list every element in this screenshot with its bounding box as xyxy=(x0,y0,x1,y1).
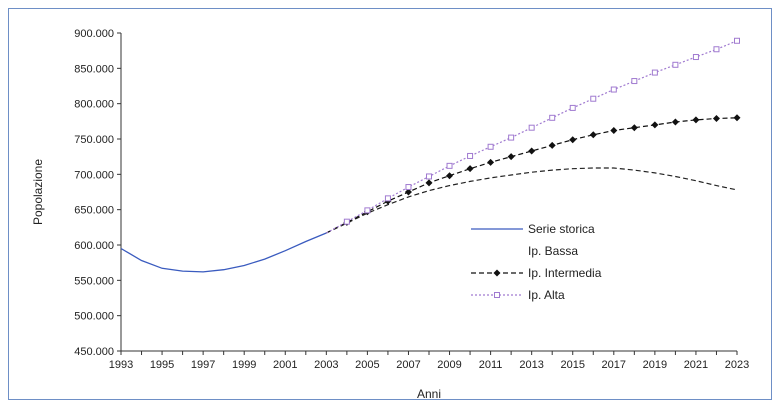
x-axis-title: Anni xyxy=(417,387,441,401)
data-point-marker xyxy=(651,69,658,76)
y-tick-label: 800.000 xyxy=(74,99,114,111)
x-tick-label: 2023 xyxy=(725,359,749,371)
data-point-marker xyxy=(589,131,597,139)
y-tick-label: 700.000 xyxy=(74,169,114,181)
series-layer xyxy=(120,37,741,273)
data-point-marker xyxy=(466,165,474,173)
data-point-marker xyxy=(713,46,720,53)
data-point-marker xyxy=(426,173,432,180)
x-tick-label: 1995 xyxy=(150,359,174,371)
data-point-marker xyxy=(692,116,700,124)
x-tick-label: 2017 xyxy=(602,359,626,371)
series-ip-intermedia xyxy=(326,114,741,234)
data-point-marker xyxy=(610,127,618,135)
data-point-marker xyxy=(569,104,576,111)
data-point-marker xyxy=(549,114,556,121)
x-tick-label: 2009 xyxy=(437,359,461,371)
x-tick-label: 2001 xyxy=(273,359,297,371)
data-point-marker xyxy=(446,162,453,169)
x-tick-label: 2019 xyxy=(643,359,667,371)
data-point-marker xyxy=(425,179,433,187)
axes xyxy=(120,33,737,352)
legend-item: Serie storica xyxy=(471,222,595,236)
data-point-marker xyxy=(692,54,699,61)
chart-frame xyxy=(8,8,772,400)
data-point-marker xyxy=(487,158,495,166)
data-point-marker xyxy=(384,195,391,202)
series-line xyxy=(326,167,738,234)
data-point-marker xyxy=(494,292,500,298)
series-line xyxy=(120,232,327,273)
x-tick-label: 2005 xyxy=(355,359,379,371)
y-tick-label: 500.000 xyxy=(74,311,114,323)
legend-label: Ip. Intermedia xyxy=(528,266,602,280)
legend-item: Ip. Alta xyxy=(471,288,565,302)
y-tick-label: 600.000 xyxy=(74,240,114,252)
x-tick-label: 1997 xyxy=(191,359,215,371)
x-tick-label: 2015 xyxy=(560,359,584,371)
x-tick-label: 1993 xyxy=(109,359,133,371)
data-point-marker xyxy=(610,86,617,93)
data-point-marker xyxy=(467,152,474,159)
y-tick-label: 550.000 xyxy=(74,275,114,287)
data-point-marker xyxy=(487,143,494,150)
legend-label: Ip. Bassa xyxy=(528,244,578,258)
x-tick-label: 2013 xyxy=(519,359,543,371)
data-point-marker xyxy=(569,136,577,144)
x-tick-label: 2007 xyxy=(396,359,420,371)
data-point-marker xyxy=(528,147,536,155)
x-axis-ticks: 1993 1995 1997 1999 2001 2003 2005 2007 2009 2011… xyxy=(109,351,749,371)
legend: Serie storica Ip. Bassa Ip. Intermedia Ip. … xyxy=(471,222,602,302)
data-point-marker xyxy=(508,134,515,141)
data-point-marker xyxy=(651,121,659,129)
x-tick-label: 2011 xyxy=(479,359,503,371)
data-point-marker xyxy=(631,78,638,85)
data-point-marker xyxy=(343,218,350,225)
y-tick-label: 850.000 xyxy=(74,63,114,75)
y-tick-label: 650.000 xyxy=(74,205,114,217)
series-ip-bassa xyxy=(326,167,738,234)
series-ip-alta xyxy=(326,37,740,234)
data-point-marker xyxy=(590,95,597,102)
x-tick-label: 2003 xyxy=(314,359,338,371)
series-serie-storica xyxy=(120,232,327,273)
y-tick-label: 900.000 xyxy=(74,28,114,40)
x-tick-label: 1999 xyxy=(232,359,256,371)
y-axis-title: Popolazione xyxy=(31,159,45,225)
y-tick-label: 750.000 xyxy=(74,134,114,146)
series-line xyxy=(326,117,738,234)
data-point-marker xyxy=(493,269,501,277)
data-point-marker xyxy=(405,184,412,191)
data-point-marker xyxy=(364,207,371,214)
data-point-marker xyxy=(734,37,740,44)
x-tick-label: 2021 xyxy=(684,359,708,371)
y-tick-label: 450.000 xyxy=(74,346,114,358)
data-point-marker xyxy=(528,124,535,131)
legend-label: Ip. Alta xyxy=(528,288,565,302)
data-point-marker xyxy=(671,118,679,126)
data-point-marker xyxy=(507,153,515,161)
data-point-marker xyxy=(733,114,741,122)
legend-item: Ip. Intermedia xyxy=(471,266,602,280)
legend-item: Ip. Bassa xyxy=(528,244,578,258)
data-point-marker xyxy=(672,61,679,68)
data-point-marker xyxy=(712,115,720,123)
data-point-marker xyxy=(404,188,412,196)
series-line xyxy=(326,40,738,234)
data-point-marker xyxy=(446,172,454,180)
legend-label: Serie storica xyxy=(528,222,595,236)
data-point-marker xyxy=(548,141,556,149)
data-point-marker xyxy=(630,124,638,132)
y-axis-ticks: 450.000 500.000 550.000 600.000 650.000 700.0… xyxy=(74,28,121,358)
